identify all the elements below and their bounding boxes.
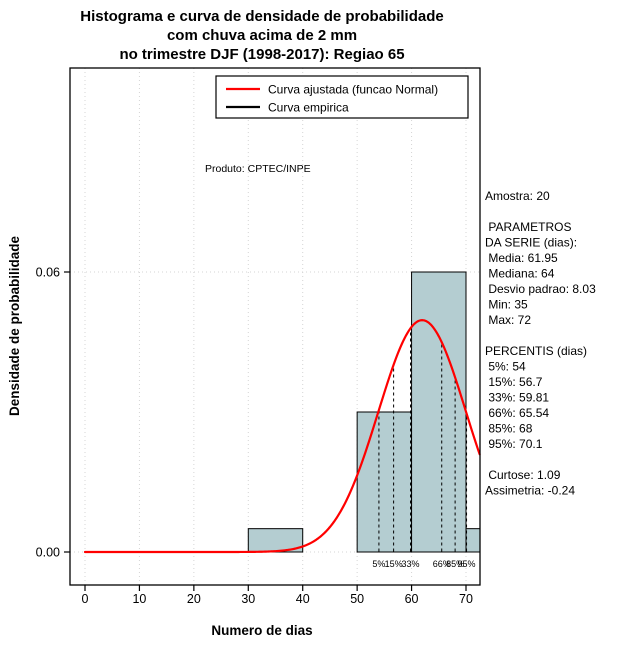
legend-label-empirical-curve: Curva empirica bbox=[268, 101, 349, 115]
stats-line: PARAMETROS bbox=[485, 220, 571, 234]
chart-title-line1: Histograma e curva de densidade de proba… bbox=[80, 8, 444, 25]
histogram-bar bbox=[356, 411, 413, 553]
x-tick-label: 0 bbox=[82, 592, 89, 606]
x-tick-label: 30 bbox=[241, 592, 255, 606]
y-axis-title: Densidade de probabilidade bbox=[7, 235, 22, 416]
chart-title: Histograma e curva de densidade de proba… bbox=[0, 7, 524, 64]
stats-line: 66%: 65.54 bbox=[485, 406, 549, 420]
stats-line: Media: 61.95 bbox=[485, 251, 558, 265]
stats-line: 15%: 56.7 bbox=[485, 375, 543, 389]
x-tick-label: 40 bbox=[296, 592, 310, 606]
x-tick-label: 50 bbox=[350, 592, 364, 606]
stats-line: 85%: 68 bbox=[485, 422, 533, 436]
percentile-label: 85% bbox=[446, 559, 464, 569]
stats-line: Max: 72 bbox=[485, 313, 531, 327]
x-tick-label: 70 bbox=[459, 592, 473, 606]
stats-line: DA SERIE (dias): bbox=[485, 236, 577, 250]
x-tick-label: 10 bbox=[132, 592, 146, 606]
percentile-label: 5% bbox=[372, 559, 385, 569]
stats-line: Mediana: 64 bbox=[485, 267, 555, 281]
y-tick-label: 0.06 bbox=[36, 266, 60, 280]
axes-layer: 5% 15%33% 66%85%95% 0 10 20 30 40 50 60 70 0.00 0.06… bbox=[36, 189, 596, 606]
stats-line: Assimetria: -0.24 bbox=[485, 484, 575, 498]
percentile-label: 15% bbox=[385, 559, 403, 569]
y-tick-label: 0.00 bbox=[36, 546, 60, 560]
x-tick-label: 20 bbox=[187, 592, 201, 606]
percentile-label: 33% bbox=[402, 559, 420, 569]
legend-label-fitted-curve: Curva ajustada (funcao Normal) bbox=[268, 83, 438, 97]
percentile-label: 95% bbox=[458, 559, 476, 569]
legend: Curva ajustada (funcao Normal) Curva emp… bbox=[215, 75, 469, 119]
percentile-label: 66% bbox=[433, 559, 451, 569]
stats-line: 33%: 59.81 bbox=[485, 391, 549, 405]
data-layer bbox=[83, 271, 481, 554]
x-axis-title: Numero de dias bbox=[211, 623, 312, 638]
plot-box bbox=[69, 67, 481, 586]
fitted-normal-curve bbox=[83, 319, 481, 554]
stats-line: Amostra: 20 bbox=[485, 189, 550, 203]
histogram-bar bbox=[411, 271, 467, 553]
stats-line: PERCENTIS (dias) bbox=[485, 344, 587, 358]
histogram-bar bbox=[465, 528, 481, 553]
stats-line: Min: 35 bbox=[485, 298, 528, 312]
stats-line: 5%: 54 bbox=[485, 360, 526, 374]
stats-line: Desvio padrao: 8.03 bbox=[485, 282, 596, 296]
chart-title-line2: com chuva acima de 2 mm bbox=[166, 27, 358, 44]
legend-box bbox=[215, 75, 469, 119]
watermark-text: Produto: CPTEC/INPE bbox=[205, 163, 311, 175]
chart-title-line3: no trimestre DJF (1998-2017): Regiao 65 bbox=[119, 46, 405, 63]
stats-line: Curtose: 1.09 bbox=[485, 468, 561, 482]
stats-line: 95%: 70.1 bbox=[485, 437, 543, 451]
x-tick-label: 60 bbox=[405, 592, 419, 606]
